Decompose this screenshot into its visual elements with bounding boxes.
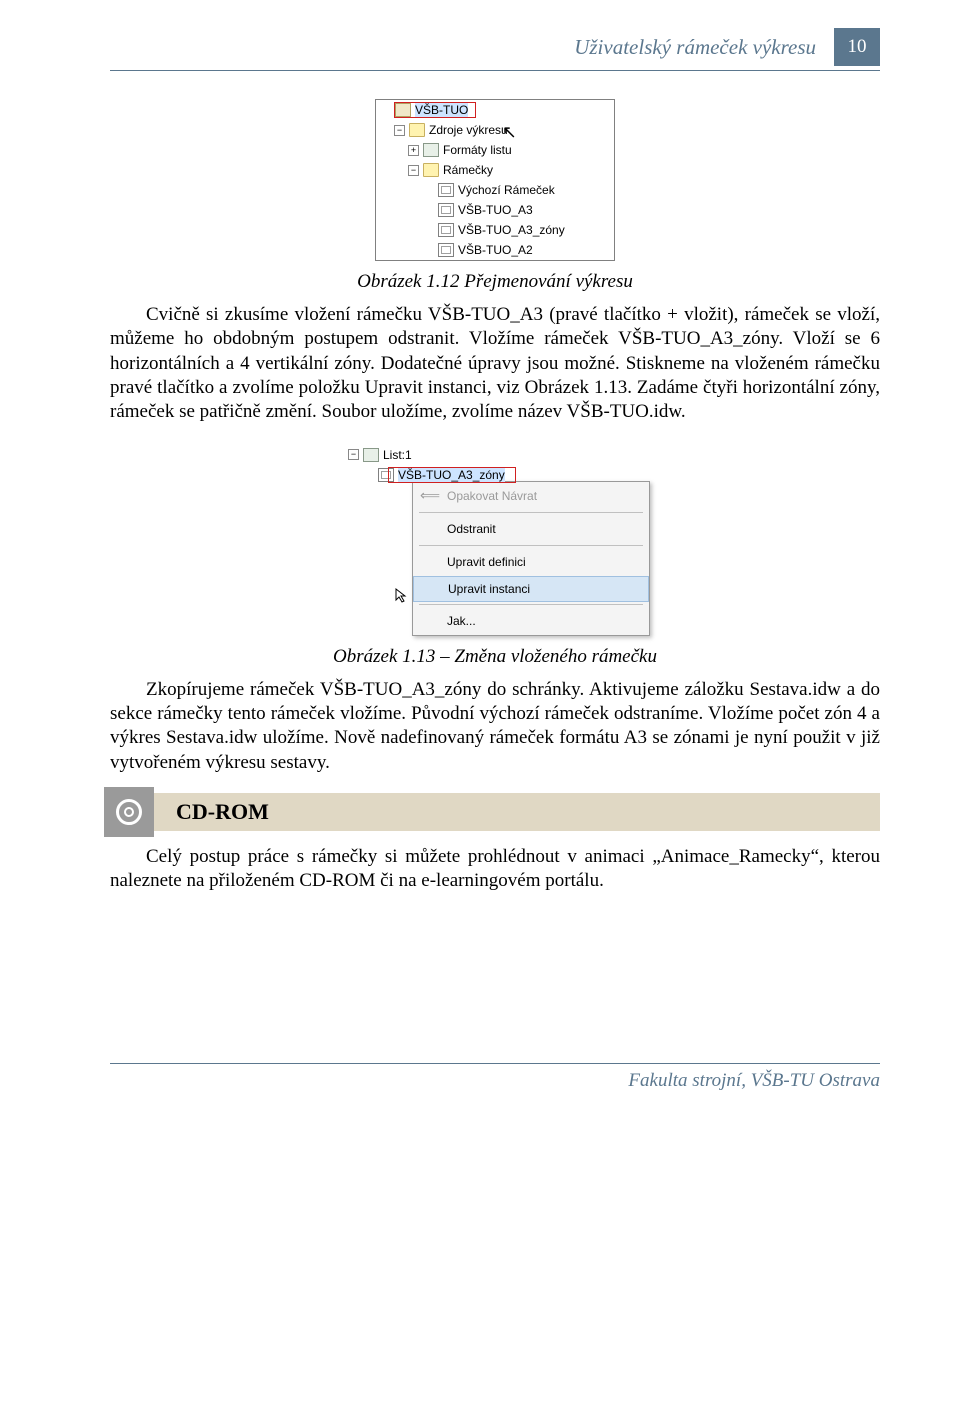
tree-item[interactable]: − List:1 [344,445,650,465]
frame-icon [378,468,394,482]
collapse-icon[interactable]: − [408,165,419,176]
root-icon [395,103,411,117]
paragraph-3: Celý postup práce s rámečky si můžete pr… [110,845,880,894]
paragraph-2: Zkopírujeme rámeček VŠB-TUO_A3_zóny do s… [110,678,880,775]
blank-icon [421,521,439,537]
tree-item[interactable]: VŠB-TUO_A3_zóny [376,220,614,240]
cd-icon [104,787,154,837]
tree-item[interactable]: VŠB-TUO_A3_zóny [344,465,650,485]
tree-item-label: VŠB-TUO_A3_zóny [398,468,505,482]
page-number: 10 [834,28,880,66]
frame-icon [438,203,454,217]
collapse-icon[interactable]: − [394,125,405,136]
folder-icon [423,163,439,177]
figure-caption-1: Obrázek 1.12 Přejmenování výkresu [110,271,880,293]
tree-root[interactable]: VŠB-TUO [376,100,614,120]
tree-item[interactable]: VŠB-TUO_A2 [376,240,614,260]
frame-icon [438,183,454,197]
tree-item-label: Formáty listu [443,143,512,157]
footer-rule [110,1063,880,1064]
tree-item-label: VŠB-TUO_A3 [458,203,533,217]
menu-item-delete[interactable]: Odstranit [413,515,649,543]
footer-text: Fakulta strojní, VŠB-TU Ostrava [110,1070,880,1092]
context-menu: ⟸ Opakovat Návrat Odstranit Upravit defi… [412,481,650,636]
tree-item[interactable]: + Formáty listu [376,140,614,160]
tree-item[interactable]: − Rámečky [376,160,614,180]
tree-item-label: VŠB-TUO_A3_zóny [458,223,565,237]
header-rule [110,70,880,71]
cdrom-banner: CD-ROM [110,793,880,831]
figure-caption-2: Obrázek 1.13 – Změna vloženého rámečku [110,646,880,668]
menu-item-edit-def[interactable]: Upravit definici [413,548,649,576]
tree-root-label: VŠB-TUO [415,103,468,117]
menu-item-label: Opakovat Návrat [447,489,537,503]
tree-item-label: Výchozí Rámeček [458,183,555,197]
tree-item-label: List:1 [383,448,412,462]
collapse-icon[interactable]: − [348,449,359,460]
sheet-icon [363,448,379,462]
menu-item-how[interactable]: Jak... [413,607,649,635]
menu-item-edit-instance[interactable]: Upravit instanci [413,576,649,602]
menu-item-repeat: ⟸ Opakovat Návrat [413,482,649,510]
tree-item[interactable]: − Zdroje výkresu ↖ [376,120,614,140]
tree-item[interactable]: Výchozí Rámeček [376,180,614,200]
menu-separator [419,545,643,546]
cursor-icon [394,587,656,606]
sheet-icon [423,143,439,157]
header-title: Uživatelský rámeček výkresu [574,35,816,60]
menu-item-label: Jak... [447,614,476,628]
menu-separator [419,512,643,513]
tree-item-label: VŠB-TUO_A2 [458,243,533,257]
tree-item-label: Rámečky [443,163,493,177]
cdrom-label: CD-ROM [176,799,269,825]
tree-window-1: VŠB-TUO − Zdroje výkresu ↖ + Formáty lis… [375,99,615,261]
paragraph-1: Cvičně si zkusíme vložení rámečku VŠB-TU… [110,303,880,425]
expand-icon[interactable]: + [408,145,419,156]
blank-icon [421,613,439,629]
back-arrow-icon: ⟸ [421,488,439,504]
tree-item[interactable]: VŠB-TUO_A3 [376,200,614,220]
folder-icon [409,123,425,137]
blank-icon [421,554,439,570]
frame-icon [438,243,454,257]
menu-item-label: Odstranit [447,522,496,536]
frame-icon [438,223,454,237]
tree-window-2: − List:1 VŠB-TUO_A3_zóny ⟸ Opakovat Návr… [340,443,650,636]
menu-item-label: Upravit definici [447,555,526,569]
tree-item-label: Zdroje výkresu [429,123,508,137]
